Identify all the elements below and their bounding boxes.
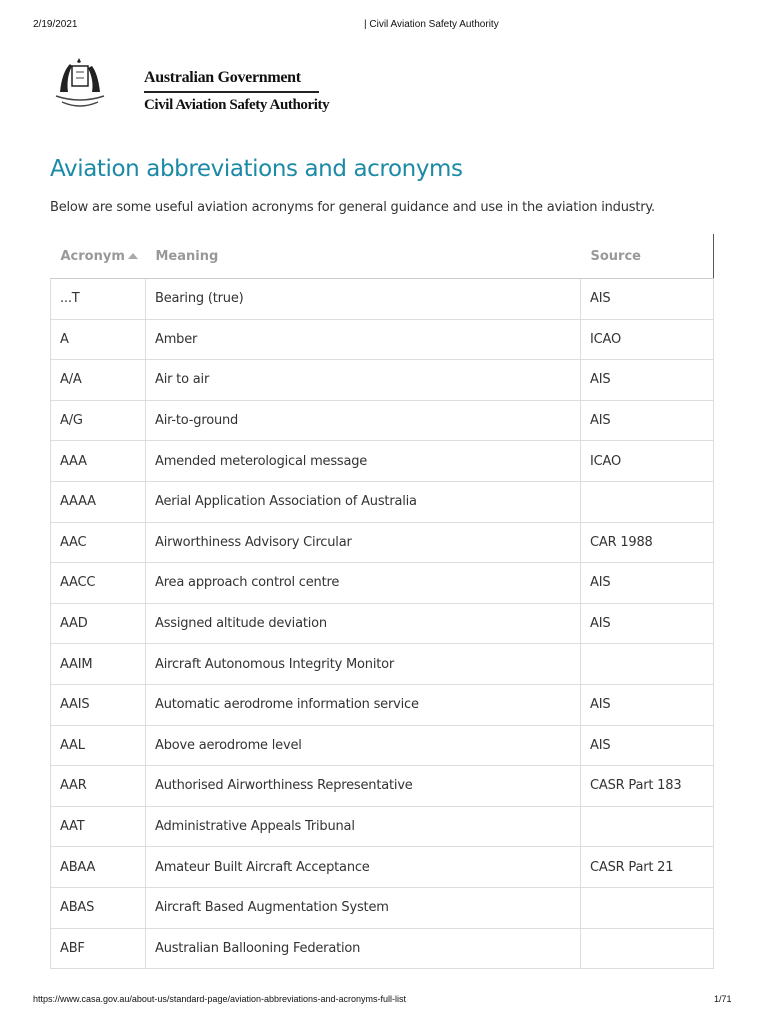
cell-source: CASR Part 21 — [580, 846, 714, 888]
cell-acronym: A/G — [50, 399, 146, 442]
cell-source: AIS — [580, 359, 714, 401]
cell-acronym: A/A — [50, 359, 146, 401]
cell-meaning: Airworthiness Advisory Circular — [145, 521, 581, 564]
cell-meaning: Authorised Airworthiness Representative — [145, 765, 581, 807]
cell-source: AIS — [580, 562, 714, 604]
table-row: ABF Australian Ballooning Federation — [50, 927, 714, 970]
cell-source — [580, 480, 714, 523]
sort-up-icon — [127, 252, 138, 259]
cell-meaning: Administrative Appeals Tribunal — [145, 805, 581, 848]
cell-acronym: AAL — [50, 724, 146, 767]
table-row: AAA Amended meterological message ICAO — [50, 440, 714, 482]
cell-meaning: Bearing (true) — [145, 278, 581, 320]
cell-source: ICAO — [580, 440, 714, 482]
cell-meaning: Area approach control centre — [145, 562, 581, 604]
cell-acronym: ABAS — [50, 886, 146, 929]
table-row: A/G Air-to-ground AIS — [50, 399, 714, 442]
logo-line1: Australian Government — [144, 69, 301, 86]
print-page-number: 1/71 — [714, 994, 732, 1004]
coat-of-arms-icon — [55, 58, 105, 107]
table-row: AAL Above aerodrome level AIS — [50, 724, 714, 767]
table-row: AAT Administrative Appeals Tribunal — [50, 805, 714, 848]
cell-source: AIS — [580, 683, 714, 726]
acronyms-table: Acronym Meaning Source ...T Bearing (true… — [50, 234, 714, 970]
cell-source: CAR 1988 — [580, 521, 714, 564]
cell-source: CASR Part 183 — [580, 765, 714, 807]
cell-source: AIS — [580, 278, 714, 320]
cell-meaning: Aircraft Based Augmentation System — [145, 886, 581, 929]
cell-acronym: AAC — [50, 521, 146, 564]
cell-meaning: Aerial Application Association of Austra… — [145, 480, 581, 523]
table-row: ...T Bearing (true) AIS — [50, 278, 714, 320]
cell-acronym: AAIS — [50, 683, 146, 726]
column-header-meaning[interactable]: Meaning — [145, 234, 581, 279]
agency-logo[interactable]: Australian Government Civil Aviation Saf… — [52, 52, 332, 122]
cell-meaning: Australian Ballooning Federation — [145, 927, 581, 970]
cell-acronym: ABF — [50, 927, 146, 970]
cell-meaning: Amended meterological message — [145, 440, 581, 482]
cell-acronym: AAT — [50, 805, 146, 848]
cell-acronym: AAAA — [50, 480, 146, 523]
cell-meaning: Assigned altitude deviation — [145, 602, 581, 645]
cell-acronym: ABAA — [50, 846, 146, 888]
table-row: A/A Air to air AIS — [50, 359, 714, 401]
table-row: AAIS Automatic aerodrome information serv… — [50, 683, 714, 726]
cell-meaning: Amber — [145, 318, 581, 361]
cell-source — [580, 927, 714, 970]
table-row: AAC Airworthiness Advisory Circular CAR 19… — [50, 521, 714, 564]
cell-acronym: AAA — [50, 440, 146, 482]
cell-source — [580, 805, 714, 848]
table-row: ABAA Amateur Built Aircraft Acceptance CAS… — [50, 846, 714, 888]
table-row: AAAA Aerial Application Association of Au… — [50, 480, 714, 523]
print-url: https://www.casa.gov.au/about-us/standar… — [33, 994, 407, 1004]
print-date: 2/19/2021 — [33, 19, 78, 30]
cell-meaning: Air to air — [145, 359, 581, 401]
table-row: AAIM Aircraft Autonomous Integrity Monito… — [50, 643, 714, 685]
column-header-source[interactable]: Source — [580, 234, 714, 279]
table-row: AAD Assigned altitude deviation AIS — [50, 602, 714, 645]
cell-acronym: A — [50, 318, 146, 361]
cell-acronym: AAIM — [50, 643, 146, 685]
column-header-acronym[interactable]: Acronym — [50, 234, 146, 279]
logo-divider — [144, 91, 319, 93]
print-title: | Civil Aviation Safety Authority — [364, 19, 499, 30]
intro-text: Below are some useful aviation acronyms … — [50, 200, 655, 215]
cell-source: AIS — [580, 602, 714, 645]
cell-acronym: AAD — [50, 602, 146, 645]
cell-source: ICAO — [580, 318, 714, 361]
table-row: ABAS Aircraft Based Augmentation System — [50, 886, 714, 929]
cell-meaning: Above aerodrome level — [145, 724, 581, 767]
cell-source — [580, 886, 714, 929]
cell-acronym: ...T — [50, 278, 146, 320]
cell-source: AIS — [580, 399, 714, 442]
logo-line2: Civil Aviation Safety Authority — [144, 97, 330, 113]
cell-acronym: AACC — [50, 562, 146, 604]
column-label: Acronym — [60, 248, 125, 264]
table-row: AACC Area approach control centre AIS — [50, 562, 714, 604]
page-title: Aviation abbreviations and acronyms — [50, 156, 463, 182]
cell-meaning: Aircraft Autonomous Integrity Monitor — [145, 643, 581, 685]
cell-source — [580, 643, 714, 685]
cell-meaning: Air-to-ground — [145, 399, 581, 442]
cell-meaning: Automatic aerodrome information service — [145, 683, 581, 726]
cell-source: AIS — [580, 724, 714, 767]
cell-acronym: AAR — [50, 765, 146, 807]
cell-meaning: Amateur Built Aircraft Acceptance — [145, 846, 581, 888]
table-row: AAR Authorised Airworthiness Representati… — [50, 765, 714, 807]
table-row: A Amber ICAO — [50, 318, 714, 361]
